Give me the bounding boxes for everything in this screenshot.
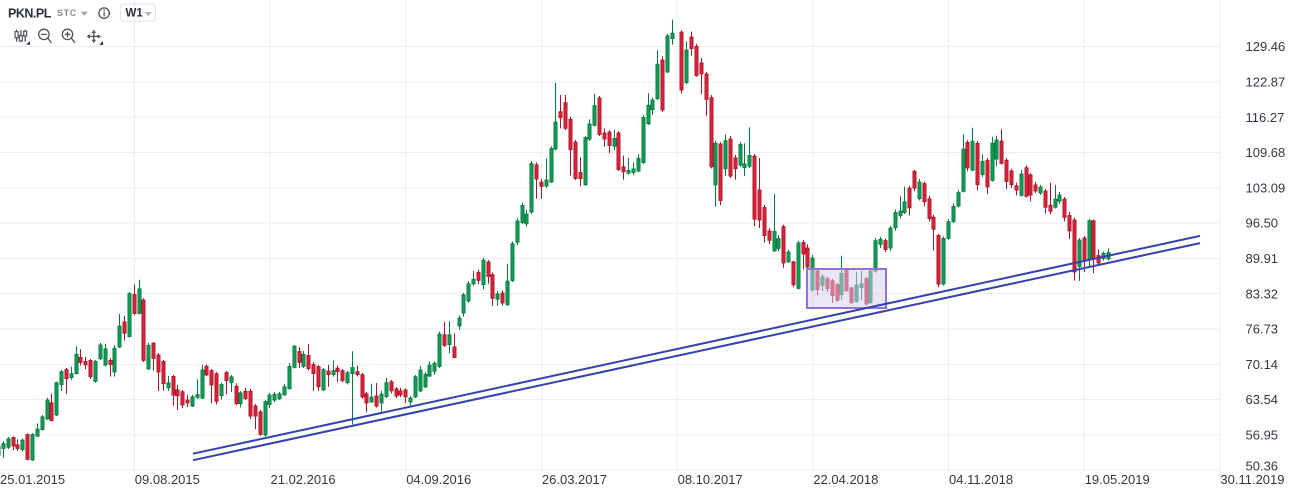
svg-text:PKN.PL: PKN.PL <box>8 7 52 21</box>
svg-text:30.11.2019: 30.11.2019 <box>1220 472 1284 487</box>
svg-text:96.50: 96.50 <box>1246 216 1279 231</box>
svg-text:25.01.2015: 25.01.2015 <box>0 472 65 487</box>
svg-text:09.08.2015: 09.08.2015 <box>135 472 200 487</box>
svg-text:76.73: 76.73 <box>1246 322 1279 337</box>
svg-text:109.68: 109.68 <box>1246 145 1286 160</box>
svg-text:04.11.2018: 04.11.2018 <box>949 472 1013 487</box>
svg-text:63.54: 63.54 <box>1246 392 1279 407</box>
svg-text:70.14: 70.14 <box>1246 357 1279 372</box>
svg-text:122.87: 122.87 <box>1246 75 1286 90</box>
svg-text:W1: W1 <box>126 8 144 20</box>
svg-text:19.05.2019: 19.05.2019 <box>1085 472 1150 487</box>
svg-text:50.36: 50.36 <box>1246 458 1279 473</box>
svg-text:83.32: 83.32 <box>1246 286 1279 301</box>
svg-text:103.09: 103.09 <box>1246 180 1286 195</box>
svg-text:56.95: 56.95 <box>1246 428 1279 443</box>
svg-text:08.10.2017: 08.10.2017 <box>678 472 743 487</box>
svg-text:26.03.2017: 26.03.2017 <box>542 472 607 487</box>
svg-text:89.91: 89.91 <box>1246 251 1279 266</box>
svg-text:22.04.2018: 22.04.2018 <box>813 472 878 487</box>
svg-text:04.09.2016: 04.09.2016 <box>406 472 471 487</box>
svg-text:116.27: 116.27 <box>1246 110 1285 125</box>
svg-text:21.02.2016: 21.02.2016 <box>271 472 336 487</box>
svg-text:STC: STC <box>57 8 77 18</box>
svg-text:129.46: 129.46 <box>1246 39 1286 54</box>
